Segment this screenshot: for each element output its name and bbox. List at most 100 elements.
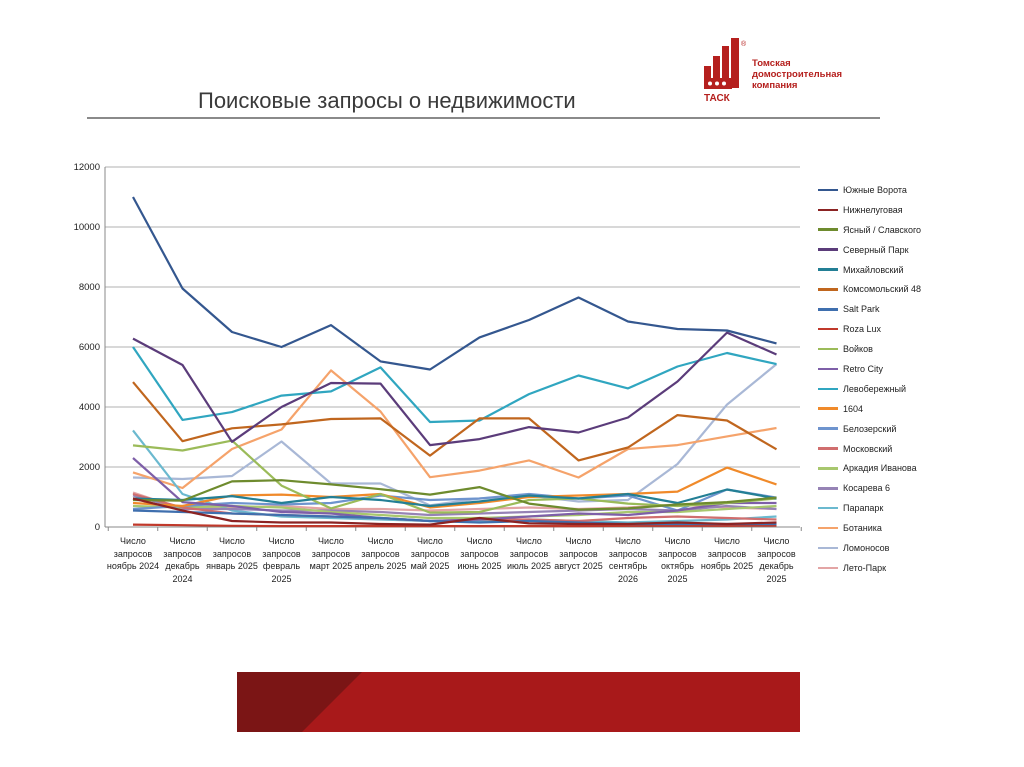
legend-label: Левобережный — [843, 383, 907, 394]
legend-swatch — [818, 526, 838, 530]
legend-swatch — [818, 188, 838, 192]
legend-swatch — [818, 506, 838, 510]
x-tick-label: Число запросов август 2025 — [554, 536, 603, 571]
legend-label: Войков — [843, 344, 873, 355]
legend-item: Северный Парк — [818, 240, 921, 260]
series-line-Roza Lux — [132, 523, 777, 528]
x-tick-label: Число запросов ноябрь 2025 — [700, 536, 754, 571]
legend-swatch — [818, 208, 838, 212]
legend-item: Московский — [818, 439, 921, 459]
series-line-Северный Парк — [132, 331, 777, 447]
series-line-Белозерский — [132, 488, 777, 512]
legend-item: Войков — [818, 339, 921, 359]
y-tick-label: 10000 — [74, 222, 100, 233]
y-tick-label: 8000 — [79, 282, 100, 293]
legend-label: Нижнелуговая — [843, 204, 903, 215]
legend-swatch — [818, 427, 838, 430]
legend-swatch — [818, 228, 838, 231]
x-tick-label: Число запросов апрель 2025 — [354, 536, 407, 571]
legend-label: Северный Парк — [843, 244, 909, 255]
logo-line: компания — [752, 80, 798, 91]
legend-item: Косарева 6 — [818, 478, 921, 498]
y-tick-label: 0 — [95, 522, 100, 533]
legend-label: Михайловский — [843, 264, 904, 275]
legend-label: Белозерский — [843, 423, 897, 434]
x-tick-label: Число запросов февраль 2025 — [262, 536, 301, 584]
legend-item: 1604 — [818, 399, 921, 419]
svg-text:®: ® — [741, 40, 747, 48]
legend-swatch — [818, 367, 838, 371]
series-line-Ясный / Славского — [132, 479, 777, 511]
series-line-Нижнелуговая — [132, 497, 777, 526]
logo-text: Томская домостроительная компания — [752, 58, 842, 91]
legend-swatch — [818, 407, 838, 410]
chart-legend: Южные Ворота Нижнелуговая Ясный / Славског… — [818, 180, 921, 578]
x-tick-label: Число запросов сентябрь 2026 — [608, 536, 648, 584]
legend-label: Аркадия Иванова — [843, 463, 917, 474]
x-tick-label: Число запросов декабрь 2024 — [163, 536, 202, 584]
legend-item: Лето-Парк — [818, 558, 921, 578]
series-line-Левобережный — [132, 346, 777, 424]
legend-item: Левобережный — [818, 379, 921, 399]
y-tick-label: 6000 — [79, 342, 100, 353]
legend-label: Ботаника — [843, 523, 882, 534]
legend-item: Нижнелуговая — [818, 200, 921, 220]
legend-swatch — [818, 387, 838, 391]
y-tick-label: 2000 — [79, 462, 100, 473]
series-line-Михайловский — [132, 488, 777, 508]
x-tick-label: Число запросов май 2025 — [410, 536, 450, 571]
slide-title: Поисковые запросы о недвижимости — [198, 88, 576, 113]
x-tick-label: Число запросов март 2025 — [309, 536, 353, 571]
title-divider — [87, 117, 880, 119]
legend-swatch — [818, 248, 838, 251]
y-tick-label: 12000 — [74, 162, 100, 173]
legend-label: Косарева 6 — [843, 483, 890, 494]
legend-swatch — [818, 546, 838, 550]
series-line-Комсомольский 48 — [132, 381, 778, 462]
legend-item: Аркадия Иванова — [818, 458, 921, 478]
legend-item: Михайловский — [818, 260, 921, 280]
series-line-Ломоносов — [132, 363, 778, 507]
legend-swatch — [818, 308, 838, 311]
company-logo: ТАСК ® — [704, 38, 747, 104]
x-tick-label: Число запросов январь 2025 — [206, 536, 258, 571]
legend-item: Salt Park — [818, 299, 921, 319]
series-line-1604 — [132, 466, 777, 509]
legend-swatch — [818, 447, 838, 450]
logo-line: домостроительная — [752, 69, 843, 80]
legend-label: Московский — [843, 443, 893, 454]
legend-swatch — [818, 268, 838, 271]
legend-item: Retro City — [818, 359, 921, 379]
legend-swatch — [818, 288, 838, 291]
series-line-Ботаника — [132, 369, 777, 490]
legend-label: Южные Ворота — [843, 184, 907, 195]
series-line-Южные Ворота — [132, 196, 777, 371]
legend-swatch — [818, 327, 838, 331]
x-tick-label: Число запросов ноябрь 2024 — [106, 536, 160, 571]
legend-swatch — [818, 487, 838, 490]
svg-text:ТАСК: ТАСК — [704, 93, 731, 104]
footer-decoration — [237, 672, 800, 732]
legend-label: Salt Park — [843, 304, 880, 315]
legend-label: Комсомольский 48 — [843, 284, 921, 295]
x-tick-label: Число запросов июнь 2025 — [457, 536, 502, 571]
legend-label: 1604 — [843, 403, 864, 414]
legend-label: Ясный / Славского — [843, 224, 922, 235]
legend-item: Ясный / Славского — [818, 220, 921, 240]
legend-item: Белозерский — [818, 419, 921, 439]
x-tick-label: Число запросов июль 2025 — [506, 536, 552, 571]
logo-line: Томская — [752, 58, 791, 69]
x-tick-label: Число запросов октябрь 2025 — [658, 536, 697, 584]
legend-swatch — [818, 467, 838, 470]
legend-label: Roza Lux — [843, 324, 882, 335]
legend-item: Южные Ворота — [818, 180, 921, 200]
legend-label: Лето-Парк — [843, 562, 887, 573]
y-tick-label: 4000 — [79, 402, 100, 413]
legend-item: Комсомольский 48 — [818, 279, 921, 299]
legend-swatch — [818, 566, 838, 570]
legend-label: Ломоносов — [843, 542, 890, 553]
legend-label: Retro City — [843, 363, 884, 374]
legend-item: Ботаника — [818, 518, 921, 538]
legend-swatch — [818, 347, 838, 351]
